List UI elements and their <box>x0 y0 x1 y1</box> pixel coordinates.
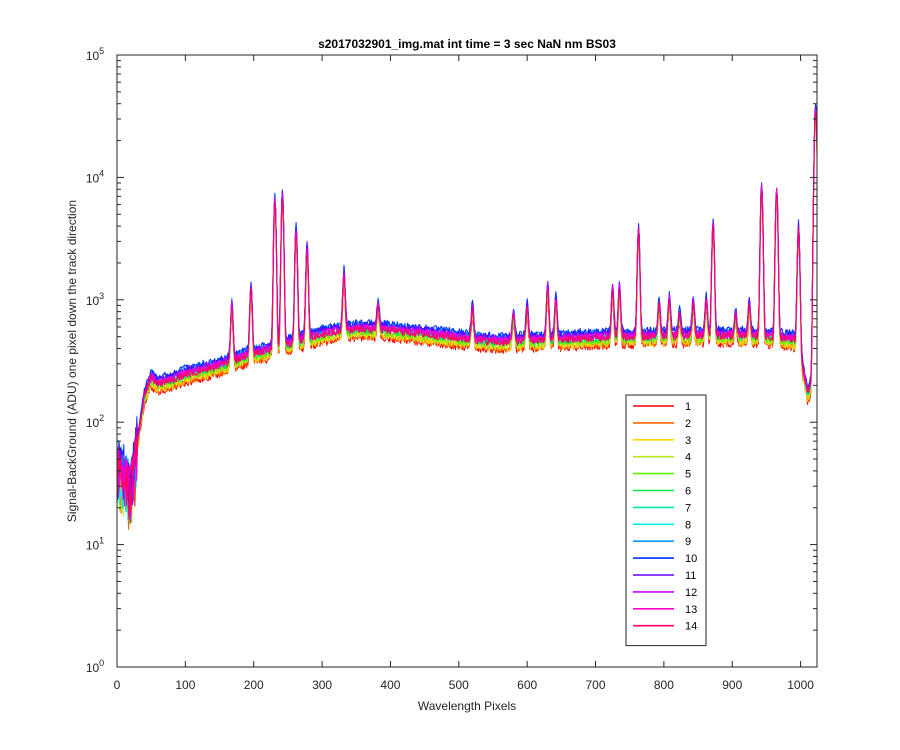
legend-label-9: 9 <box>685 536 691 548</box>
y-tick-exponent: 2 <box>99 413 104 423</box>
x-tick-label: 800 <box>654 678 674 692</box>
x-tick-label: 0 <box>114 678 121 692</box>
y-tick-exponent: 5 <box>99 46 104 56</box>
legend-label-14: 14 <box>685 621 697 633</box>
x-tick-label: 700 <box>586 678 606 692</box>
y-tick-exponent: 1 <box>99 536 104 546</box>
legend-label-1: 1 <box>685 401 691 413</box>
legend-label-7: 7 <box>685 502 691 514</box>
x-axis-label: Wavelength Pixels <box>418 699 516 713</box>
legend-box <box>625 394 707 647</box>
legend-label-11: 11 <box>685 570 696 582</box>
y-tick-exponent: 3 <box>99 291 104 301</box>
legend-label-13: 13 <box>685 604 697 616</box>
plot-frame <box>116 54 818 668</box>
legend-label-8: 8 <box>685 519 691 531</box>
x-tick-label: 300 <box>312 678 332 692</box>
y-tick-exponent: 4 <box>99 168 104 178</box>
legend-label-3: 3 <box>685 435 691 447</box>
x-tick-label: 600 <box>517 678 537 692</box>
x-axis-ticks: 0 100 200 300 400 500 600 700 800 900 1000 <box>114 55 814 692</box>
legend-label-10: 10 <box>685 553 697 565</box>
x-tick-label: 900 <box>722 678 742 692</box>
legend-label-2: 2 <box>685 418 691 430</box>
x-tick-label: 200 <box>244 678 264 692</box>
series-line-14 <box>116 113 818 520</box>
y-axis-label: Signal-BackGround (ADU) one pixel down t… <box>65 200 79 522</box>
legend-label-4: 4 <box>685 452 691 464</box>
chart-title: s2017032901_img.mat int time = 3 sec NaN… <box>318 37 616 51</box>
legend-label-12: 12 <box>685 587 697 599</box>
x-tick-label: 1000 <box>787 678 814 692</box>
series-group <box>116 103 818 530</box>
legend-label-6: 6 <box>685 486 691 498</box>
x-tick-label: 500 <box>449 678 469 692</box>
y-tick-exponent: 0 <box>99 658 104 668</box>
x-tick-label: 100 <box>175 678 195 692</box>
legend-label-5: 5 <box>685 469 691 481</box>
x-tick-label: 400 <box>380 678 400 692</box>
